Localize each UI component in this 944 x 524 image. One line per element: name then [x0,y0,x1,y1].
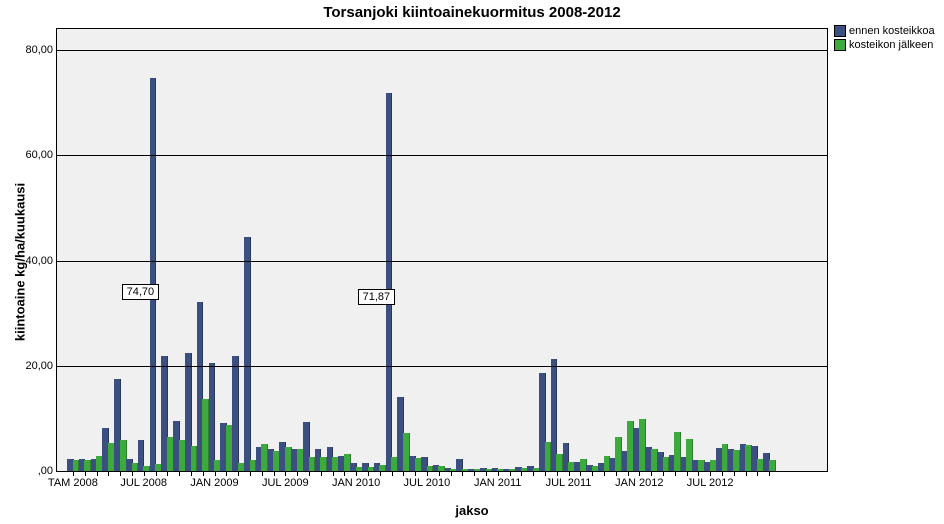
grid-line [57,155,827,156]
x-minor-tick [698,471,699,476]
x-minor-tick [309,471,310,476]
x-minor-tick [250,471,251,476]
x-minor-tick [85,471,86,476]
plot-area: ,0020,0040,0060,0080,00TAM 2008JUL 2008J… [56,28,828,472]
x-minor-tick [344,471,345,476]
x-minor-tick [616,471,617,476]
x-minor-tick [474,471,475,476]
legend-label-1: ennen kosteikkoa [849,25,935,37]
bar-series-b [769,460,776,471]
legend-label-2: kosteikon jälkeen [849,39,933,51]
x-minor-tick [569,471,570,476]
x-minor-tick [628,471,629,476]
x-minor-tick [746,471,747,476]
x-minor-tick [663,471,664,476]
x-tick-label: JAN 2012 [599,477,679,489]
x-minor-tick [651,471,652,476]
x-tick-label: JUL 2012 [670,477,750,489]
grid-line [57,366,827,367]
legend-item: ennen kosteikkoa [834,24,938,38]
x-minor-tick [285,471,286,476]
x-minor-tick [144,471,145,476]
x-minor-tick [132,471,133,476]
x-minor-tick [120,471,121,476]
y-tick-label: ,00 [13,465,57,477]
x-minor-tick [722,471,723,476]
x-minor-tick [510,471,511,476]
x-minor-tick [439,471,440,476]
x-minor-tick [403,471,404,476]
x-minor-tick [486,471,487,476]
data-label: 71,87 [358,289,396,305]
x-minor-tick [203,471,204,476]
x-minor-tick [580,471,581,476]
x-minor-tick [274,471,275,476]
x-minor-tick [108,471,109,476]
y-tick-label: 20,00 [13,360,57,372]
x-minor-tick [427,471,428,476]
bar-series-a [150,78,157,471]
x-tick-label: JUL 2009 [245,477,325,489]
bar-series-a [244,237,251,471]
chart-title: Torsanjoki kiintoainekuormitus 2008-2012 [0,4,944,21]
x-minor-tick [451,471,452,476]
x-minor-tick [167,471,168,476]
x-minor-tick [675,471,676,476]
x-tick-label: JUL 2010 [387,477,467,489]
x-minor-tick [604,471,605,476]
x-minor-tick [368,471,369,476]
bars-container [57,29,827,471]
bar-series-a [209,363,216,471]
x-minor-tick [533,471,534,476]
x-minor-tick [238,471,239,476]
x-minor-tick [191,471,192,476]
x-minor-tick [179,471,180,476]
x-minor-tick [262,471,263,476]
x-minor-tick [415,471,416,476]
x-minor-tick [356,471,357,476]
legend-swatch-2 [834,39,846,51]
x-axis-label: jakso [0,503,944,518]
x-minor-tick [156,471,157,476]
x-minor-tick [557,471,558,476]
x-minor-tick [639,471,640,476]
x-minor-tick [321,471,322,476]
x-minor-tick [710,471,711,476]
data-label: 74,70 [122,284,160,300]
x-minor-tick [462,471,463,476]
x-tick-label: JAN 2009 [175,477,255,489]
x-minor-tick [73,471,74,476]
x-minor-tick [545,471,546,476]
grid-line [57,50,827,51]
y-tick-label: 60,00 [13,149,57,161]
x-minor-tick [521,471,522,476]
legend-swatch-1 [834,25,846,37]
x-minor-tick [333,471,334,476]
x-tick-label: JAN 2010 [316,477,396,489]
y-tick-label: 40,00 [13,255,57,267]
legend-item: kosteikon jälkeen [834,38,938,52]
x-minor-tick [498,471,499,476]
legend: ennen kosteikkoa kosteikon jälkeen [834,24,938,52]
x-minor-tick [226,471,227,476]
x-minor-tick [97,471,98,476]
x-minor-tick [380,471,381,476]
x-minor-tick [392,471,393,476]
x-minor-tick [757,471,758,476]
x-minor-tick [734,471,735,476]
x-minor-tick [215,471,216,476]
x-tick-label: JUL 2011 [529,477,609,489]
x-minor-tick [297,471,298,476]
x-minor-tick [687,471,688,476]
x-tick-label: JUL 2008 [104,477,184,489]
x-tick-label: TAM 2008 [33,477,113,489]
x-minor-tick [592,471,593,476]
x-minor-tick [769,471,770,476]
y-tick-label: 80,00 [13,44,57,56]
grid-line [57,261,827,262]
bar-series-a [386,93,393,471]
x-tick-label: JAN 2011 [458,477,538,489]
bar-series-a [232,356,239,471]
